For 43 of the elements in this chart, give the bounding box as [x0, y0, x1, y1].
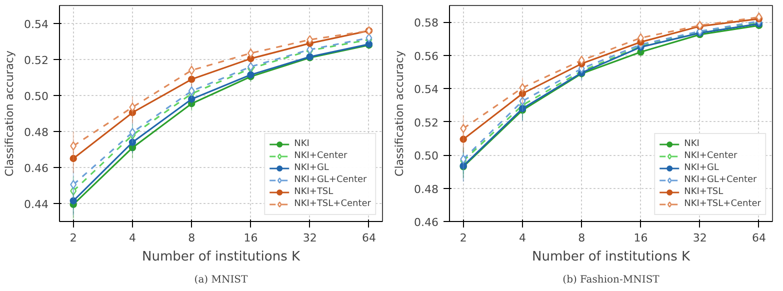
- y-tick-label: 0.46: [24, 162, 49, 175]
- y-tick-label: 0.46: [414, 216, 439, 229]
- y-tick-label: 0.54: [24, 18, 49, 31]
- legend-label: NKI: [684, 138, 700, 150]
- y-tick-label: 0.48: [24, 126, 49, 139]
- x-tick-label: 16: [244, 232, 258, 244]
- x-tick-label: 8: [188, 232, 196, 244]
- y-tick-label: 0.54: [414, 83, 439, 96]
- x-tick-label: 64: [362, 232, 376, 244]
- y-tick-label: 0.48: [414, 182, 439, 196]
- y-tick-label: 0.52: [414, 116, 439, 130]
- x-tick-label: 8: [578, 232, 586, 244]
- x-axis-title: Number of institutions K: [532, 250, 690, 264]
- y-axis-title: Classification accuracy: [3, 50, 16, 176]
- legend-label: NKI+Center: [294, 150, 348, 162]
- y-tick-label: 0.56: [414, 50, 439, 63]
- x-tick-label: 2: [70, 232, 77, 244]
- legend-label: NKI: [294, 138, 310, 150]
- y-tick-label: 0.50: [414, 150, 439, 163]
- legend-label: NKI+GL+Center: [294, 174, 367, 186]
- y-tick-label: 0.52: [24, 54, 49, 67]
- legend-label: NKI+TSL+Center: [294, 198, 371, 210]
- x-tick-label: 2: [460, 232, 467, 244]
- legend-label: NKI+GL: [684, 162, 719, 174]
- y-tick-label: 0.58: [414, 16, 439, 30]
- x-tick-label: 32: [692, 232, 707, 244]
- x-tick-label: 64: [752, 232, 766, 244]
- legend-label: NKI+TSL+Center: [684, 198, 761, 210]
- legend-label: NKI+TSL: [684, 186, 724, 198]
- x-tick-label: 4: [128, 232, 136, 244]
- x-tick-label: 32: [302, 232, 317, 244]
- x-tick-label: 4: [518, 232, 526, 244]
- legend-label: NKI+GL+Center: [684, 174, 757, 186]
- text: (a) MNIST: [194, 274, 248, 286]
- x-axis-title: Number of institutions K: [142, 250, 300, 264]
- legend-label: NKI+TSL: [294, 186, 334, 198]
- y-tick-label: 0.50: [24, 90, 49, 103]
- x-tick-label: 16: [634, 232, 648, 244]
- y-axis-title: Classification accuracy: [393, 50, 406, 176]
- text: (b) Fashion-MNIST: [562, 274, 660, 286]
- legend-label: NKI+GL: [294, 162, 329, 174]
- legend-label: NKI+Center: [684, 150, 738, 162]
- y-tick-label: 0.44: [24, 198, 49, 211]
